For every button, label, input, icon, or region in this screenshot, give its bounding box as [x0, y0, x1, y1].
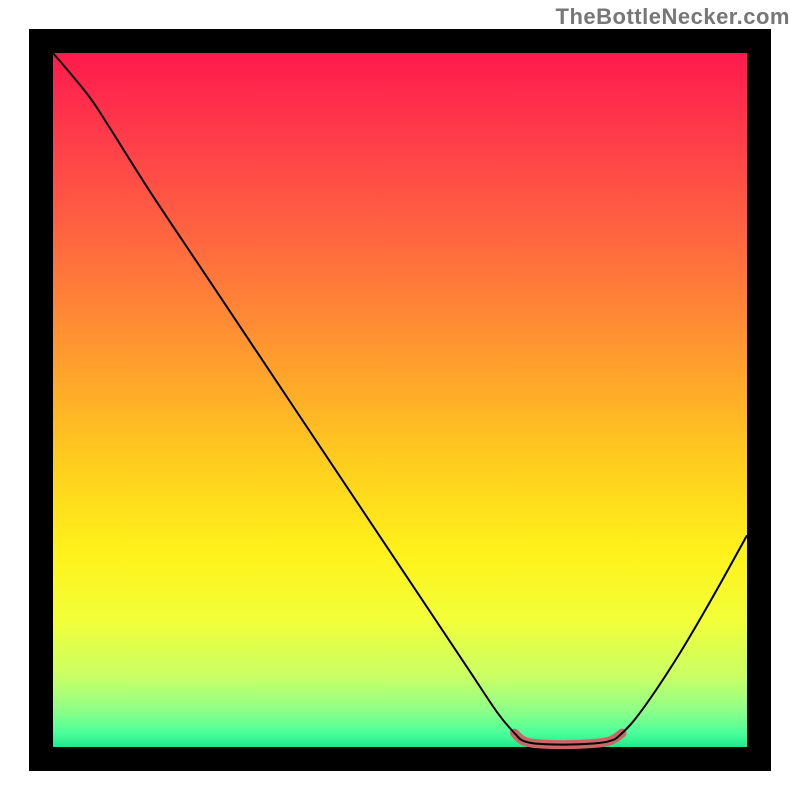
chart-frame	[29, 29, 771, 771]
bottleneck-curve	[53, 53, 747, 745]
page-root: TheBottleNecker.com	[0, 0, 800, 800]
chart-plot-area	[53, 53, 747, 747]
chart-svg-overlay	[53, 53, 747, 747]
watermark-text: TheBottleNecker.com	[556, 4, 790, 30]
